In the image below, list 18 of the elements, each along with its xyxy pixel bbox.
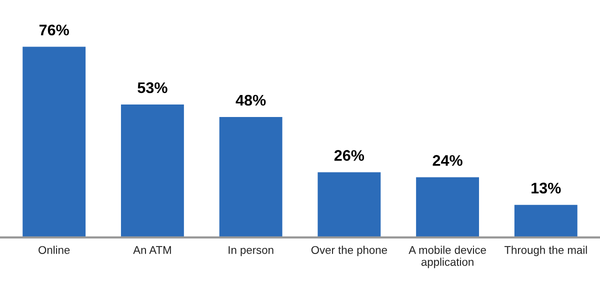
- data-label: 48%: [236, 94, 266, 106]
- data-label: 13%: [532, 182, 561, 194]
- x-tick-label: Through the mail: [504, 246, 587, 256]
- data-label: 53%: [138, 82, 168, 94]
- bar: [120, 104, 184, 238]
- x-tick-label: Online: [38, 246, 70, 254]
- bar: [219, 117, 282, 238]
- x-tick-label: Over the phone: [311, 246, 387, 256]
- bar: [318, 172, 381, 238]
- x-tick-label: A mobile device application: [408, 246, 486, 268]
- data-label: 76%: [39, 24, 69, 36]
- x-tick-label: An ATM: [133, 246, 171, 254]
- data-label: 26%: [334, 150, 364, 161]
- bar: [416, 177, 480, 238]
- x-tick-label: In person: [228, 246, 274, 256]
- bar: [22, 46, 86, 238]
- data-label: 24%: [432, 155, 462, 166]
- bar: [514, 204, 578, 238]
